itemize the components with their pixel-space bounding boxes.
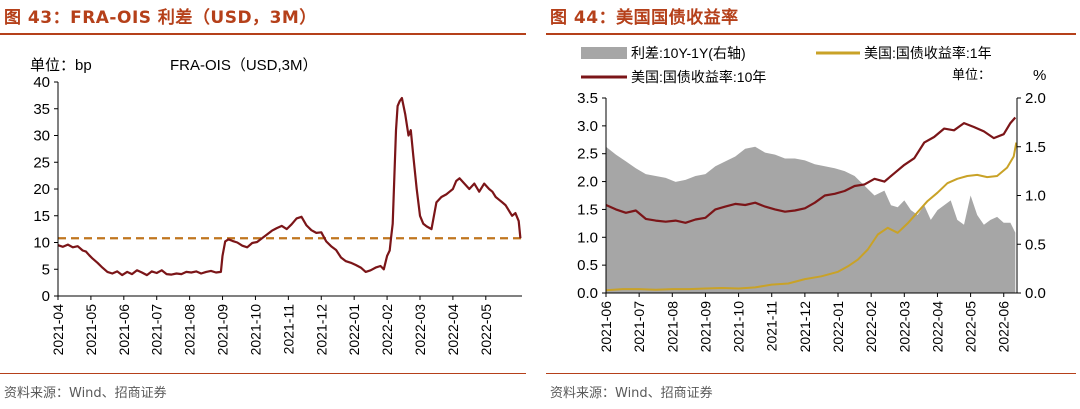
left-x-tick-label: 2021-11 xyxy=(280,304,296,355)
right-left-y-tick-label: 3.5 xyxy=(577,90,598,107)
right-x-tick-label: 2021-07 xyxy=(631,301,647,353)
left-x-tick-label: 2022-03 xyxy=(412,304,428,356)
left-source: 资料来源：Wind、招商证券 xyxy=(4,386,167,401)
legend-10y-label: 美国:国债收益率:10年 xyxy=(631,69,766,85)
right-right-y-tick-label: 0.5 xyxy=(1025,236,1046,253)
right-x-tick-label: 2022-01 xyxy=(830,301,846,353)
left-x-tick-label: 2021-12 xyxy=(313,304,329,356)
left-source-rule xyxy=(0,373,526,374)
right-unit-label: 单位： xyxy=(952,67,991,82)
left-x-tick-label: 2021-08 xyxy=(182,304,198,356)
right-figure-title: 图 44：美国国债收益率 xyxy=(550,8,739,28)
left-x-tick-label: 2021-10 xyxy=(247,304,263,356)
left-y-tick-label: 25 xyxy=(33,154,50,171)
legend-spread-swatch xyxy=(581,47,627,59)
right-right-y-tick-label: 2.0 xyxy=(1025,90,1046,107)
right-spread-area xyxy=(606,146,1016,293)
right-x-tick-label: 2022-02 xyxy=(863,301,879,353)
right-right-y-tick-label: 1.5 xyxy=(1025,139,1046,156)
right-left-y-tick-label: 2.0 xyxy=(577,174,598,191)
right-title-rule xyxy=(546,33,1076,35)
left-y-tick-label: 35 xyxy=(33,101,50,118)
right-left-y-tick-label: 1.0 xyxy=(577,229,598,246)
left-chart-svg: 0 5 10 15 20 25 30 35 40 2021-04 2021-05 2021-06 202… xyxy=(30,57,522,356)
left-unit-label: 单位：bp xyxy=(30,57,92,74)
left-x-tick-label: 2022-05 xyxy=(478,304,494,356)
left-x-tick-label: 2021-06 xyxy=(116,304,132,356)
right-left-y-tick-label: 1.5 xyxy=(577,201,598,218)
left-chart-title: FRA-OIS（USD,3M） xyxy=(170,57,318,74)
left-figure-panel: 图 43：FRA-OIS 利差（USD，3M） 0 5 10 15 20 25 30 35 40… xyxy=(0,0,530,409)
right-x-tick-label: 2021-11 xyxy=(764,301,780,352)
right-x-tick-label: 2021-06 xyxy=(598,301,614,353)
right-1y-yield-line xyxy=(605,142,1018,292)
left-x-tick-label: 2022-01 xyxy=(346,304,362,356)
legend-spread-label: 利差:10Y-1Y(右轴) xyxy=(631,45,746,61)
right-left-y-tick-label: 3.0 xyxy=(577,118,598,135)
left-y-tick-label: 5 xyxy=(42,261,50,278)
right-10y-yield-line xyxy=(605,116,1017,224)
right-x-tick-label: 2022-03 xyxy=(896,301,912,353)
left-x-tick-label: 2022-04 xyxy=(445,304,461,356)
right-right-y-tick-label: 0.0 xyxy=(1025,285,1046,302)
left-x-tick-label: 2021-07 xyxy=(149,304,165,356)
right-left-y-tick-label: 0.5 xyxy=(577,257,598,274)
right-figure-panel: 图 44：美国国债收益率 0.0 0.5 1.0 1.5 2.0 2.5 3.0 3.5 0.0… xyxy=(546,0,1080,409)
left-y-tick-label: 40 xyxy=(33,74,50,91)
right-x-tick-label: 2022-05 xyxy=(963,301,979,353)
right-chart-svg: 0.0 0.5 1.0 1.5 2.0 2.5 3.0 3.5 0.0 0.5 1.0 1.5 2.0 2… xyxy=(577,45,1046,353)
right-source: 资料来源：Wind、招商证券 xyxy=(550,386,713,401)
left-y-tick-label: 30 xyxy=(33,128,50,145)
left-x-tick-label: 2021-04 xyxy=(50,304,66,356)
legend-1y-label: 美国:国债收益率:1年 xyxy=(864,45,992,61)
left-y-tick-label: 0 xyxy=(42,288,50,305)
right-x-tick-label: 2021-12 xyxy=(797,301,813,353)
left-y-tick-label: 20 xyxy=(33,181,50,198)
right-left-y-tick-label: 0.0 xyxy=(577,285,598,302)
right-source-rule xyxy=(546,373,1076,374)
left-x-tick-label: 2022-02 xyxy=(379,304,395,356)
right-x-tick-label: 2022-04 xyxy=(929,301,945,353)
right-x-tick-label: 2021-08 xyxy=(664,301,680,353)
right-x-tick-label: 2022-06 xyxy=(996,301,1012,353)
right-x-tick-label: 2021-10 xyxy=(731,301,747,353)
left-title-rule xyxy=(0,33,526,35)
right-right-y-tick-label: 1.0 xyxy=(1025,188,1046,205)
left-y-tick-label: 15 xyxy=(33,208,50,225)
right-x-tick-label: 2021-09 xyxy=(697,301,713,353)
left-fra-ois-series-line xyxy=(57,96,522,277)
left-x-tick-label: 2021-05 xyxy=(83,304,99,356)
left-figure-title: 图 43：FRA-OIS 利差（USD，3M） xyxy=(4,8,317,28)
left-x-tick-label: 2021-09 xyxy=(215,304,231,356)
right-left-y-tick-label: 2.5 xyxy=(577,146,598,163)
right-unit-percent: % xyxy=(1033,67,1046,84)
left-y-tick-label: 10 xyxy=(33,235,50,252)
